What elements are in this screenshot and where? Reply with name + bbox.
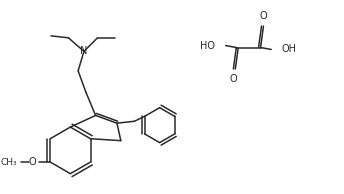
Text: CH₃: CH₃ bbox=[1, 158, 17, 166]
Text: OH: OH bbox=[282, 44, 297, 55]
Text: O: O bbox=[229, 74, 237, 84]
Text: N: N bbox=[80, 46, 88, 56]
Text: HO: HO bbox=[200, 41, 215, 51]
Text: O: O bbox=[29, 157, 36, 167]
Text: O: O bbox=[260, 11, 267, 21]
